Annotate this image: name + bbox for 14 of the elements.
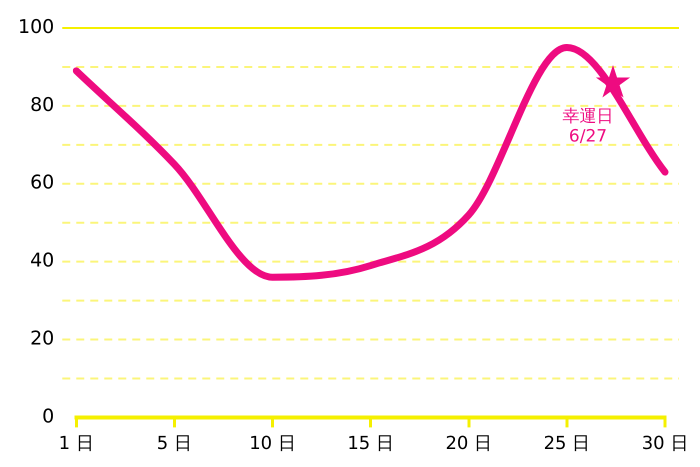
annotation: 幸運日 6/27: [562, 106, 614, 146]
x-tick-label: 5 日: [156, 432, 192, 454]
y-tick-label: 20: [30, 327, 54, 350]
x-tick-label: 30 日: [642, 432, 688, 454]
y-tick-label: 80: [30, 94, 54, 116]
x-tick-label: 10 日: [249, 432, 296, 454]
x-tick-label: 1 日: [58, 432, 94, 454]
y-tick-label: 60: [30, 172, 54, 194]
y-tick-label: 0: [42, 405, 54, 428]
x-tick-label: 20 日: [445, 432, 492, 454]
y-tick-label: 100: [18, 16, 54, 38]
y-tick-label: 40: [30, 250, 54, 272]
x-tick-label: 25 日: [544, 432, 590, 454]
x-tick-label: 15 日: [347, 432, 394, 454]
